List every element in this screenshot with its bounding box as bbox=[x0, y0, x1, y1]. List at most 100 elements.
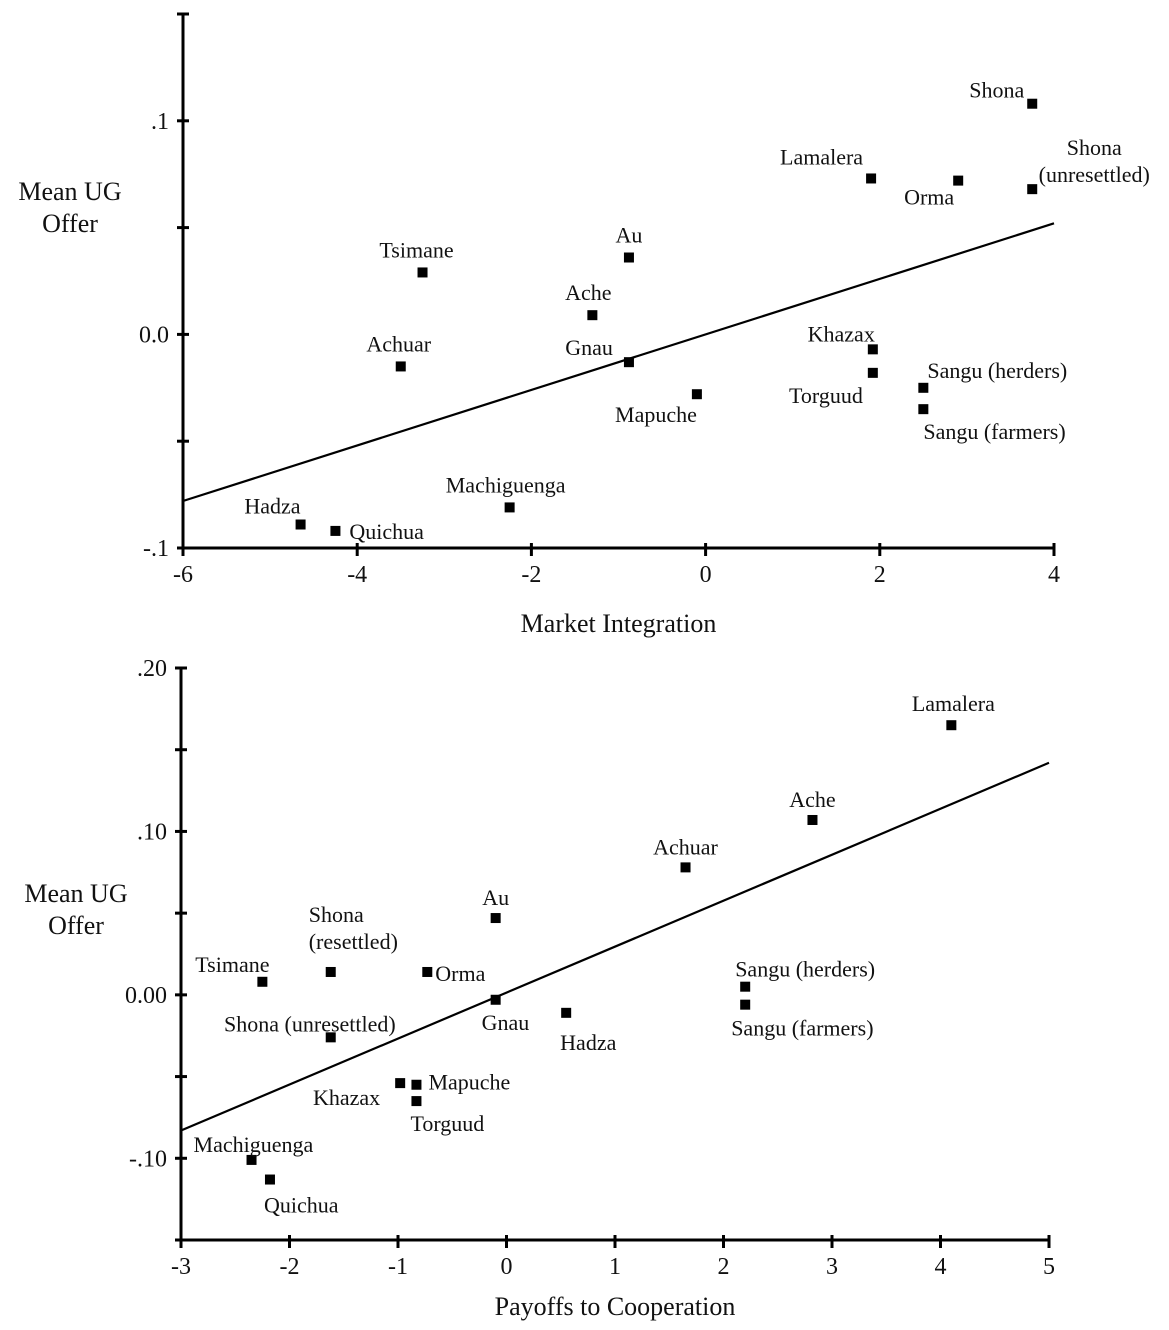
data-point bbox=[1027, 184, 1038, 195]
y-axis-title-line: Offer bbox=[48, 911, 104, 940]
point-label: Shona (unresettled) bbox=[224, 1011, 396, 1036]
data-point bbox=[257, 976, 268, 987]
x-axis-title: Market Integration bbox=[521, 609, 717, 638]
point-label: Tsimane bbox=[379, 237, 453, 262]
x-tick-label: -2 bbox=[521, 562, 541, 588]
point-label: Khazax bbox=[808, 321, 875, 346]
x-tick-label: 2 bbox=[874, 562, 886, 588]
data-point bbox=[623, 357, 634, 368]
x-tick-label: 2 bbox=[718, 1254, 730, 1280]
data-point bbox=[867, 367, 878, 378]
y-tick-label: .1 bbox=[151, 109, 169, 135]
data-point bbox=[561, 1007, 572, 1018]
data-point bbox=[330, 525, 341, 536]
data-point bbox=[417, 267, 428, 278]
data-point bbox=[918, 404, 929, 415]
point-label: Ache bbox=[789, 787, 835, 812]
point-label: Ache bbox=[565, 280, 611, 305]
point-label: Shona bbox=[969, 78, 1024, 103]
x-tick-label: 5 bbox=[1043, 1254, 1055, 1280]
data-point bbox=[691, 389, 702, 400]
point-label: (resettled) bbox=[309, 929, 398, 954]
point-label: Torguud bbox=[410, 1111, 484, 1136]
y-tick-label: -.10 bbox=[129, 1146, 167, 1172]
y-tick-label: 0.00 bbox=[125, 983, 167, 1009]
point-label: Hadza bbox=[244, 494, 300, 519]
point-label: Quichua bbox=[349, 519, 424, 544]
data-point bbox=[422, 966, 433, 977]
x-tick-label: 4 bbox=[1048, 562, 1060, 588]
point-label: Shona bbox=[309, 902, 364, 927]
data-point bbox=[866, 173, 877, 184]
x-tick-label: 1 bbox=[609, 1254, 621, 1280]
y-axis-title-line: Mean UG bbox=[24, 879, 127, 908]
point-label: Au bbox=[482, 885, 509, 910]
regression-line bbox=[182, 222, 1055, 503]
point-label: Shona bbox=[1067, 135, 1122, 160]
data-point bbox=[264, 1174, 275, 1185]
point-label: Hadza bbox=[560, 1030, 616, 1055]
data-point bbox=[395, 1078, 406, 1089]
data-point bbox=[246, 1154, 257, 1165]
chart-2: -.10 0.00 .10 .20 -3 -2 -1 0 1 2 3 4 5 Payoffs to Coo… bbox=[24, 656, 1055, 1321]
data-point bbox=[953, 175, 964, 186]
point-label: Sangu (herders) bbox=[927, 358, 1067, 383]
y-axis-title-line: Offer bbox=[42, 209, 98, 238]
data-point bbox=[490, 994, 501, 1005]
x-tick-label: -4 bbox=[347, 562, 367, 588]
point-label: Gnau bbox=[482, 1010, 530, 1035]
point-label: Sangu (farmers) bbox=[731, 1016, 873, 1041]
x-tick-label: -2 bbox=[280, 1254, 300, 1280]
data-point bbox=[918, 382, 929, 393]
point-label: Orma bbox=[435, 961, 485, 986]
chart-1: -.1 0.0 .1 -6 -4 -2 0 2 4 Market Integration Mean … bbox=[18, 12, 1150, 638]
data-point bbox=[325, 966, 336, 977]
data-point bbox=[411, 1079, 422, 1090]
point-label: Sangu (farmers) bbox=[923, 419, 1065, 444]
point-label: Torguud bbox=[789, 383, 863, 408]
y-tick-label: 0.0 bbox=[139, 322, 169, 348]
point-label: Mapuche bbox=[428, 1070, 510, 1095]
point-label: (unresettled) bbox=[1039, 162, 1150, 187]
x-tick-label: 0 bbox=[501, 1254, 513, 1280]
y-tick-label: .20 bbox=[137, 656, 167, 682]
point-label: Gnau bbox=[565, 335, 613, 360]
x-tick-label: -6 bbox=[173, 562, 193, 588]
point-label: Lamalera bbox=[780, 144, 863, 169]
data-point bbox=[295, 519, 306, 530]
data-point bbox=[740, 981, 751, 992]
regression-line bbox=[180, 761, 1050, 1132]
data-point bbox=[325, 1032, 336, 1043]
x-tick-label: -1 bbox=[388, 1254, 408, 1280]
data-point bbox=[680, 862, 691, 873]
data-point bbox=[504, 502, 515, 513]
point-label: Machiguenga bbox=[446, 472, 566, 497]
y-tick-label: -.1 bbox=[143, 536, 169, 562]
data-point bbox=[740, 999, 751, 1010]
data-point bbox=[807, 814, 818, 825]
data-point bbox=[867, 344, 878, 355]
data-point bbox=[411, 1096, 422, 1107]
data-point bbox=[946, 720, 957, 731]
data-point bbox=[587, 310, 598, 321]
point-label: Sangu (herders) bbox=[735, 957, 875, 982]
point-label: Machiguenga bbox=[194, 1132, 314, 1157]
point-label: Tsimane bbox=[195, 952, 269, 977]
x-tick-label: 3 bbox=[826, 1254, 838, 1280]
point-label: Au bbox=[616, 223, 643, 248]
y-tick-label: .10 bbox=[137, 819, 167, 845]
x-tick-label: 4 bbox=[935, 1254, 947, 1280]
data-point bbox=[395, 361, 406, 372]
point-label: Achuar bbox=[653, 834, 718, 859]
point-label: Quichua bbox=[264, 1193, 339, 1218]
x-tick-label: -3 bbox=[171, 1254, 191, 1280]
point-label: Khazax bbox=[313, 1085, 380, 1110]
x-tick-label: 0 bbox=[700, 562, 712, 588]
y-axis-title-line: Mean UG bbox=[18, 177, 121, 206]
data-point bbox=[490, 913, 501, 924]
point-label: Orma bbox=[904, 185, 954, 210]
point-label: Lamalera bbox=[912, 691, 995, 716]
x-axis-title: Payoffs to Cooperation bbox=[495, 1292, 736, 1321]
